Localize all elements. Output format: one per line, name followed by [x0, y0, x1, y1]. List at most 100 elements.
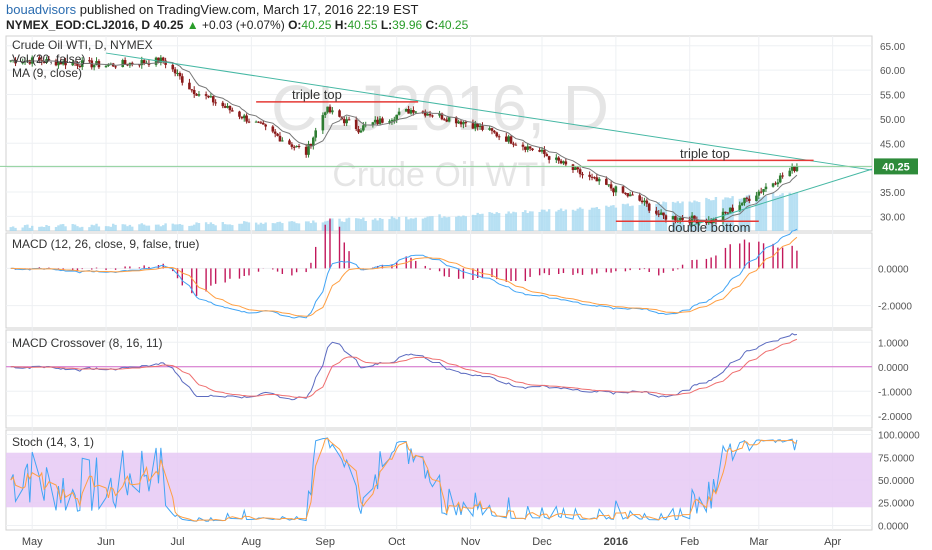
- volume-bar: [138, 224, 141, 231]
- candle-body: [221, 102, 225, 107]
- crossover-label: MACD Crossover (8, 16, 11): [12, 336, 163, 350]
- volume-bar: [659, 204, 663, 231]
- volume-bar: [593, 207, 596, 231]
- volume-bar: [643, 203, 646, 231]
- candle-body: [497, 136, 501, 138]
- volume-bar: [414, 217, 417, 231]
- x-tick-label: Apr: [824, 536, 841, 548]
- candle-body: [595, 177, 599, 182]
- candle-body: [454, 117, 458, 124]
- indicator-tick-label: 75.0000: [878, 453, 915, 464]
- volume-bar: [462, 215, 465, 231]
- volume-bar: [61, 224, 65, 231]
- volume-bar: [555, 211, 558, 231]
- candle-body: [521, 144, 525, 147]
- volume-bar: [109, 226, 113, 231]
- candle-body: [328, 106, 332, 113]
- volume-bar: [142, 224, 146, 231]
- volume-bar: [297, 223, 301, 231]
- volume-bar: [740, 198, 744, 231]
- candle-body: [326, 106, 329, 113]
- indicator-tick-label: 25.0000: [878, 499, 915, 510]
- candle-body: [54, 60, 58, 66]
- candle-body: [574, 167, 577, 171]
- candle-body: [254, 121, 258, 123]
- candle-body: [764, 186, 768, 190]
- volume-bar: [757, 197, 760, 231]
- candle-body: [645, 200, 649, 204]
- volume-bar: [597, 208, 601, 231]
- volume-bar: [609, 205, 613, 231]
- volume-bar: [21, 227, 24, 231]
- volume-bar: [574, 210, 577, 231]
- price-change: +0.03 (+0.07%): [202, 18, 285, 32]
- panel-labels: Crude Oil WTI, D, NYMEX Vol (20, false) …: [12, 38, 750, 449]
- stoch-d-line: [10, 437, 797, 522]
- x-tick-label: Nov: [461, 536, 481, 548]
- volume-bar: [476, 212, 479, 231]
- candle-body: [78, 65, 82, 68]
- volume-bar: [212, 223, 215, 231]
- volume-bar: [455, 216, 458, 231]
- up-arrow-icon: ▲: [186, 18, 199, 32]
- candle-body: [790, 166, 794, 171]
- candle-body: [543, 149, 546, 155]
- candle-body: [678, 217, 682, 221]
- candle-body: [755, 195, 758, 201]
- candle-body: [404, 108, 408, 112]
- volume-bar: [505, 213, 508, 231]
- volume-bar: [624, 204, 627, 231]
- volume-bar: [204, 222, 208, 231]
- candle-body: [47, 59, 51, 61]
- candle-body: [164, 60, 167, 65]
- candle-body: [431, 115, 434, 117]
- candle-body: [376, 119, 379, 124]
- volume-bar: [90, 224, 93, 231]
- volume-bar: [538, 211, 541, 231]
- volume-bar: [54, 226, 58, 231]
- volume-bar: [698, 202, 701, 231]
- volume-bar: [321, 222, 325, 231]
- candle-body: [745, 197, 749, 199]
- candle-body: [214, 102, 217, 104]
- candle-body: [655, 210, 658, 214]
- volume-bar: [164, 223, 167, 231]
- candle-body: [338, 110, 341, 117]
- symbol-label: NYMEX_EOD:CLJ2016, D: [6, 18, 151, 32]
- panel-frame-3: [5, 329, 873, 429]
- author-link[interactable]: bouadvisors: [6, 2, 77, 17]
- candle-body: [323, 112, 327, 116]
- candle-body: [176, 72, 179, 74]
- candle-body: [562, 161, 565, 164]
- volume-bar: [309, 223, 313, 231]
- watermark-name: Crude Oil WTI: [332, 156, 547, 194]
- candle-body: [407, 108, 410, 114]
- volume-bar: [440, 217, 444, 231]
- candle-body: [157, 57, 160, 63]
- chart-svg[interactable]: CLJ2016, D Crude Oil WTI 65.00 60.00 55.00…: [0, 34, 932, 550]
- candle-body: [426, 113, 429, 116]
- candle-body: [440, 113, 444, 120]
- candle-body: [438, 113, 441, 116]
- volume-bar: [259, 222, 263, 231]
- panel-frame-2: [5, 232, 873, 329]
- x-tick-label: May: [22, 536, 43, 548]
- x-tick-label: Jul: [170, 536, 184, 548]
- volume-bar: [790, 194, 794, 231]
- volume-bar: [514, 212, 518, 231]
- volume-bar: [459, 216, 463, 231]
- axes: 65.0060.0055.0050.0045.0040.0035.0030.00…: [22, 42, 920, 548]
- published-text: published on TradingView.com, March 17, …: [79, 2, 419, 17]
- candle-body: [476, 123, 479, 128]
- volume-bar: [628, 206, 632, 231]
- candle-body: [428, 113, 432, 116]
- volume-bar: [755, 195, 758, 231]
- volume-bar: [45, 224, 48, 231]
- volume-bar: [695, 201, 699, 231]
- candle-body: [559, 160, 563, 164]
- volume-bar: [640, 202, 644, 231]
- candle-body: [421, 111, 425, 113]
- volume-bar: [9, 227, 12, 231]
- volume-bar: [57, 225, 60, 231]
- candle-body: [223, 106, 227, 108]
